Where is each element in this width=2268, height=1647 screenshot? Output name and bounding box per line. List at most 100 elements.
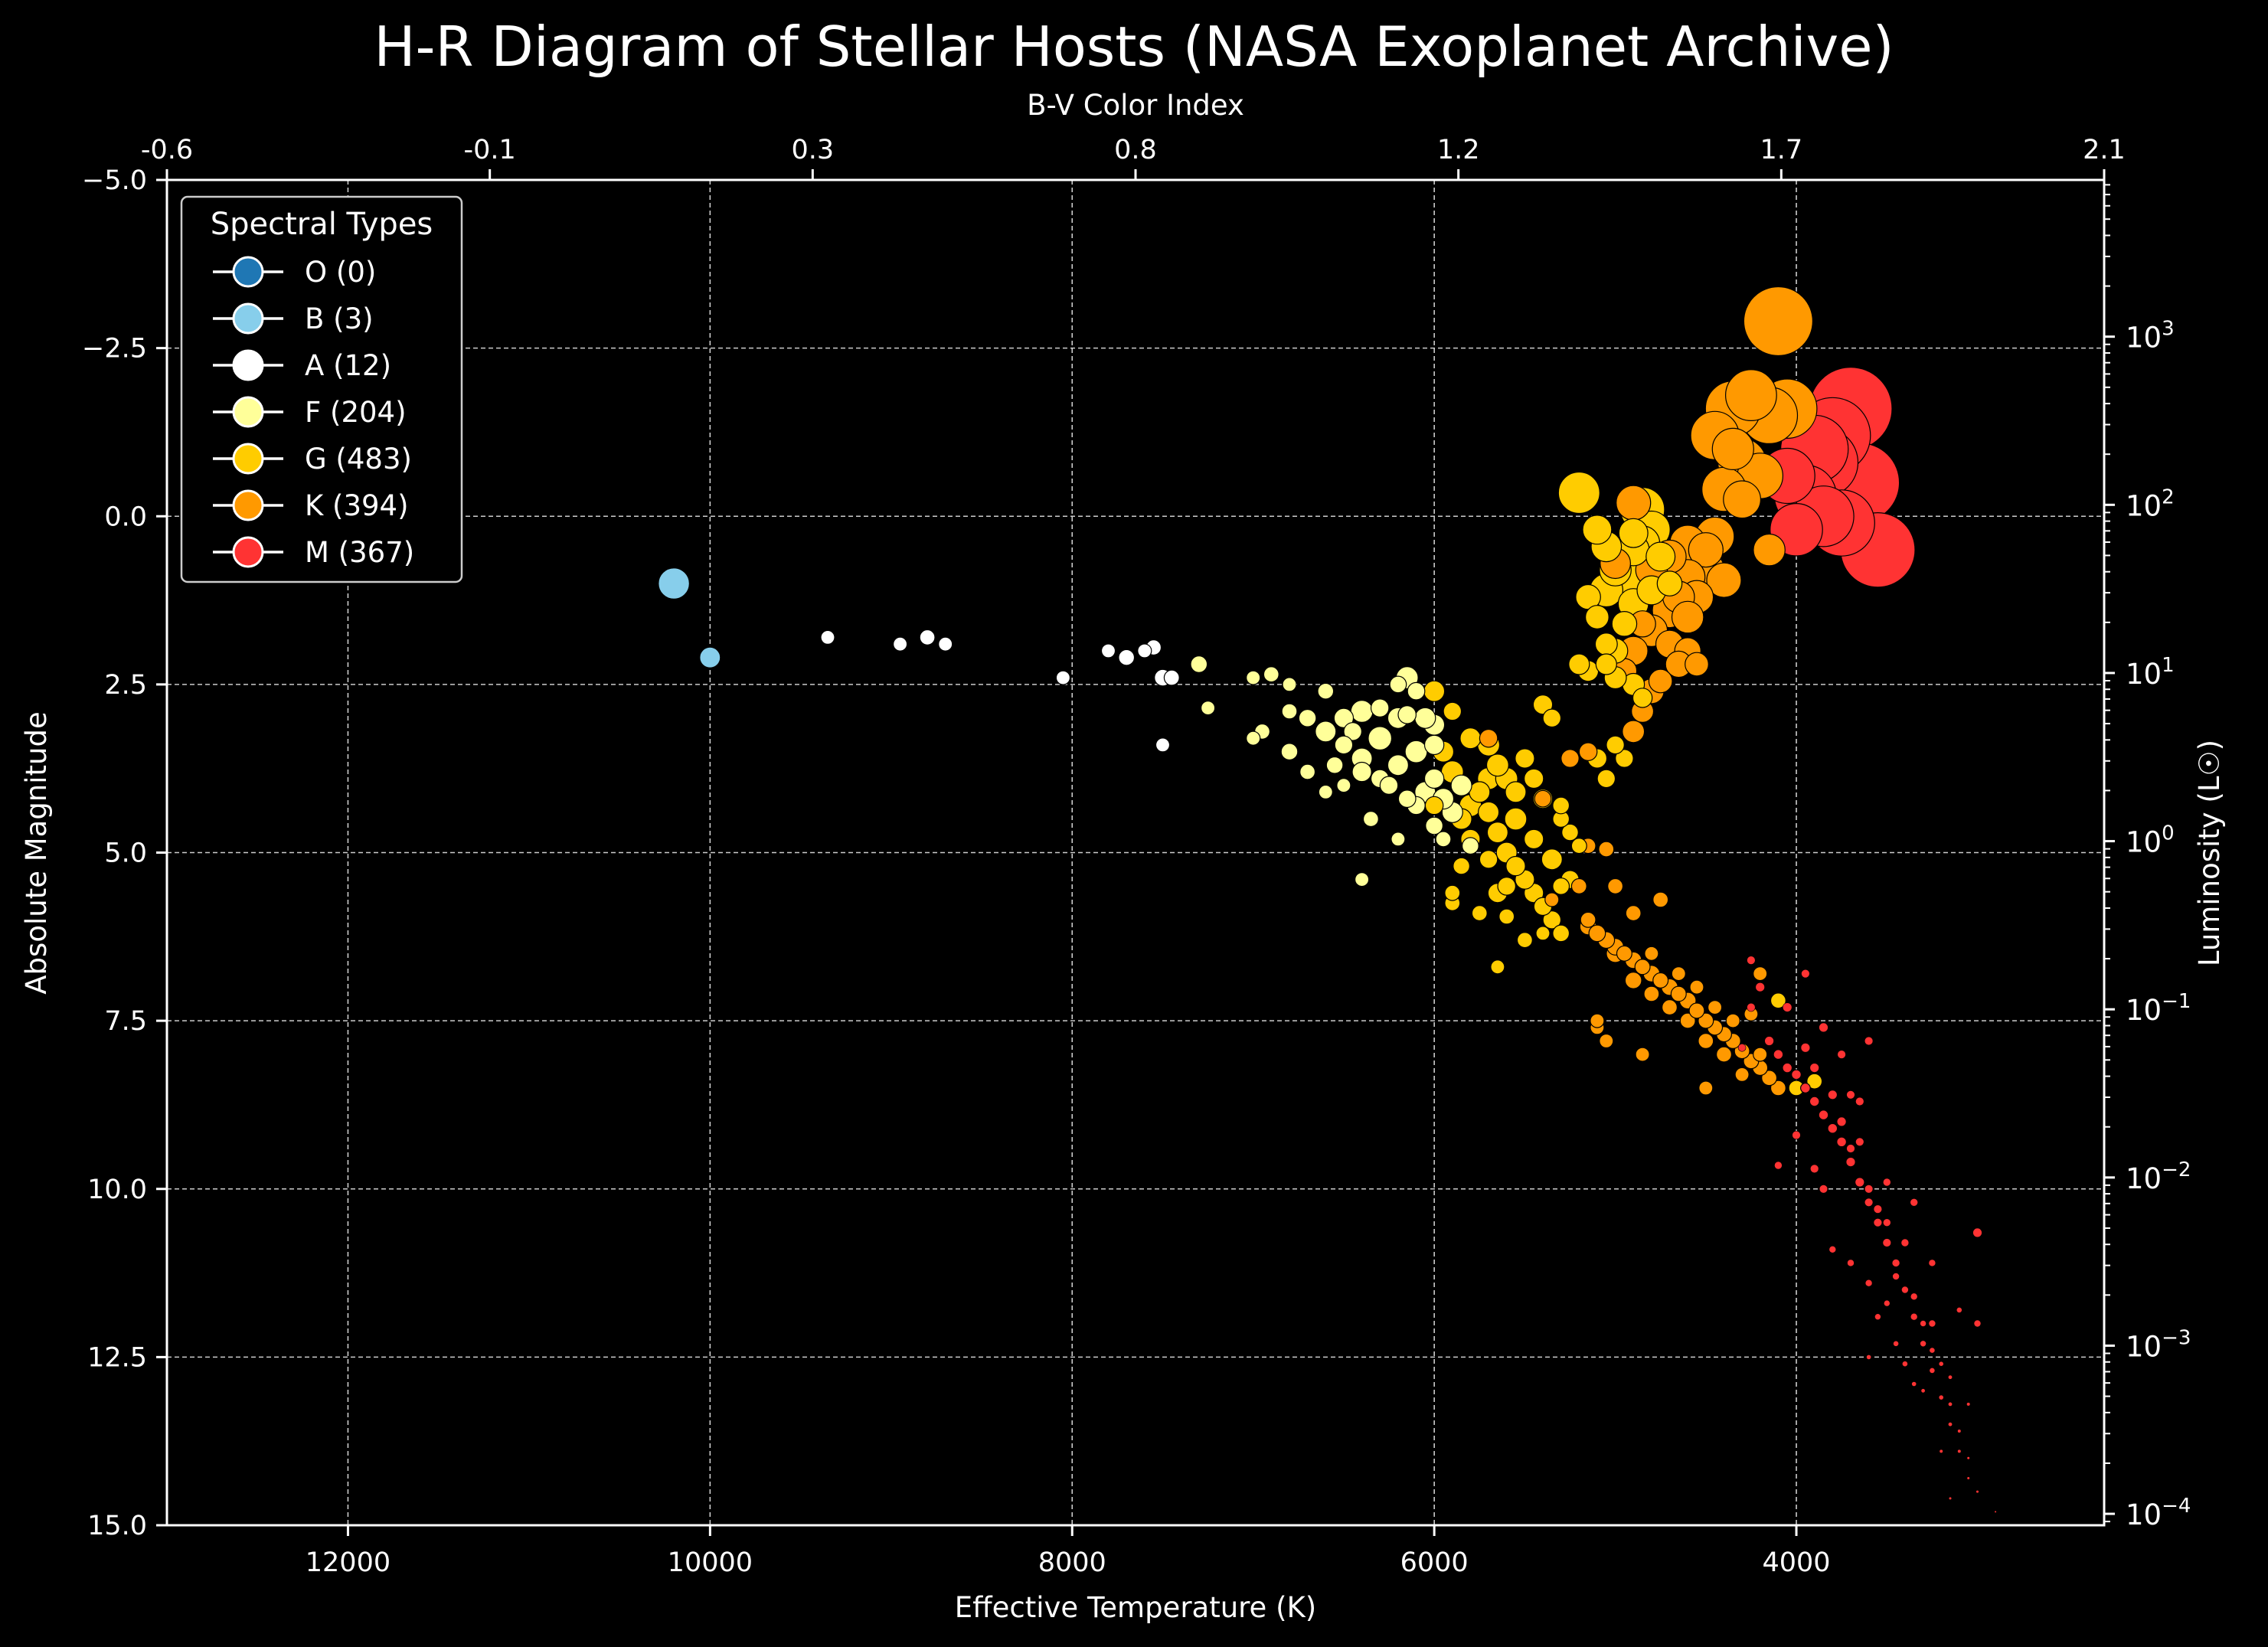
star-point-G [1582, 515, 1613, 545]
star-point-F [1246, 730, 1261, 746]
star-point-M [1938, 1361, 1944, 1367]
star-point-F [1404, 740, 1428, 763]
y-tick-label: 2.5 [104, 670, 147, 701]
star-point-M [1966, 1402, 1971, 1407]
star-point-M [1747, 956, 1756, 965]
star-point-F [1246, 670, 1261, 685]
star-point-M [1948, 1401, 1953, 1407]
star-point-F [1263, 666, 1279, 683]
star-point-M [1966, 1456, 1970, 1460]
star-point-G [1594, 632, 1618, 656]
top-tick-label: 1.2 [1437, 135, 1480, 165]
legend-marker [232, 489, 264, 521]
star-point-G [1505, 855, 1526, 877]
star-point-M [1855, 1137, 1864, 1147]
right-axis: 103 102 101 100 10−1 10−2 10−3 10−4 [2104, 184, 2191, 1531]
star-point-M [1783, 1002, 1793, 1012]
star-point-K [1753, 1047, 1768, 1062]
star-point-F [1334, 735, 1354, 755]
legend-marker [232, 256, 264, 288]
star-point-G [1770, 992, 1786, 1009]
star-point-M [1948, 1374, 1953, 1380]
star-point-M [1764, 1036, 1774, 1046]
star-point-F [1299, 763, 1316, 780]
star-point-M [1799, 1083, 1811, 1093]
star-point-F [1397, 789, 1417, 809]
star-point-F [1190, 655, 1208, 673]
star-point-M [1929, 1368, 1936, 1374]
star-point-K [1671, 966, 1686, 982]
star-point-M [1957, 1449, 1962, 1453]
star-point-G [1645, 541, 1676, 572]
star-point-M [1818, 1109, 1829, 1120]
star-point-M [1901, 1286, 1909, 1294]
star-point-G [1557, 471, 1600, 515]
star-point-G [1806, 1073, 1823, 1090]
star-point-G [1561, 823, 1579, 841]
star-point-G [1515, 748, 1535, 769]
star-point-M [1948, 1422, 1953, 1427]
legend-marker [232, 396, 264, 428]
star-point-K [1706, 562, 1742, 598]
star-point-F [1407, 681, 1426, 701]
top-axis: -0.6 -0.1 0.3 0.8 1.2 1.7 2.1 [141, 135, 2126, 180]
star-point-M [1900, 1238, 1910, 1247]
star-point-K [1711, 427, 1754, 471]
star-point-G [1542, 910, 1562, 930]
y-tick-label: 10.0 [87, 1175, 147, 1205]
star-point-A [820, 629, 835, 645]
star-point-F [1336, 778, 1351, 793]
star-point-M [1864, 1198, 1874, 1207]
star-point-F [1350, 699, 1374, 723]
star-point-F [1200, 700, 1216, 716]
star-point-F [1425, 816, 1443, 835]
star-point-M [1846, 1144, 1855, 1153]
y-tick-label: −2.5 [82, 334, 147, 364]
star-point-M [1828, 1246, 1837, 1253]
star-point-G [1595, 653, 1617, 675]
star-point-G [1568, 653, 1590, 675]
star-point-M [1910, 1292, 1918, 1301]
y-tick-label: 15.0 [87, 1511, 147, 1541]
star-point-G [1541, 848, 1563, 871]
star-point-K [1598, 841, 1615, 858]
star-point-M [1810, 1164, 1819, 1174]
star-point-M [1809, 1063, 1819, 1073]
star-point-F [1391, 832, 1406, 847]
y-axis: −5.0 −2.5 0.0 2.5 5.0 7.5 10.0 12.5 15.0 [82, 165, 167, 1541]
star-point-G [1570, 838, 1587, 855]
star-point-M [1846, 1090, 1855, 1100]
star-point-K [1743, 286, 1813, 357]
star-point-A [1163, 669, 1180, 686]
star-point-M [1755, 982, 1765, 992]
star-point-M [1819, 1185, 1828, 1194]
star-point-M [1809, 1096, 1820, 1107]
star-point-G [1498, 908, 1515, 925]
star-point-M [1910, 1198, 1918, 1207]
legend-box [180, 195, 463, 583]
star-point-M [1782, 1062, 1793, 1073]
star-point-K [1652, 972, 1669, 989]
star-point-F [1368, 726, 1393, 751]
star-point-K [1698, 1032, 1714, 1049]
x-tick-label: 12000 [306, 1547, 391, 1578]
star-point-K [1570, 877, 1587, 894]
star-point-M [1956, 1307, 1962, 1313]
star-point-F [1280, 743, 1299, 761]
star-point-F [1318, 784, 1333, 800]
legend-label: M (367) [305, 536, 414, 569]
star-point-K [1607, 877, 1624, 894]
star-point-M [1973, 1319, 1982, 1328]
top-tick-label: 2.1 [2083, 135, 2126, 165]
legend-label: O (0) [305, 256, 376, 289]
star-point-M [1957, 1429, 1962, 1433]
star-point-M [1847, 1259, 1855, 1267]
star-point-A [1137, 643, 1152, 658]
star-point-M [1773, 1049, 1784, 1060]
star-point-K [1685, 652, 1709, 677]
star-point-M [1737, 1044, 1747, 1052]
star-point-A [892, 636, 908, 652]
star-point-K [1725, 1013, 1740, 1028]
legend-marker [232, 302, 264, 335]
star-point-K [1578, 742, 1598, 761]
